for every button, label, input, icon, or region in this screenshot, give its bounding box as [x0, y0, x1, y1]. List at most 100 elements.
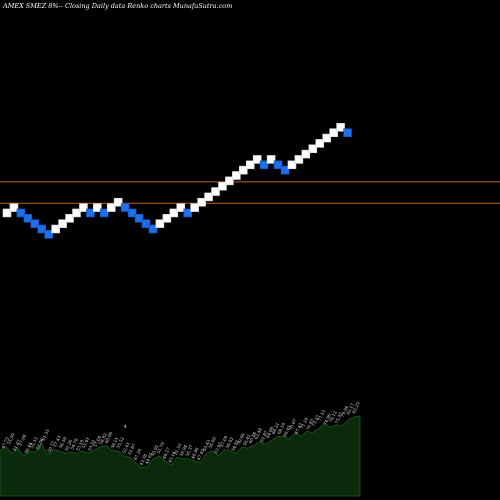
- renko-brick-10-up: [72, 208, 81, 218]
- renko-brick-15-up: [106, 203, 116, 212]
- renko-brick-34-up: [239, 165, 248, 175]
- renko-brick-21-down: [148, 224, 158, 234]
- volume-label-14: 55.81: [81, 436, 91, 449]
- volume-label-9: 57.43: [52, 435, 62, 448]
- renko-brick-19-down: [134, 214, 144, 223]
- volume-label-15: 53.32: [87, 439, 97, 452]
- renko-brick-37-down: [259, 160, 269, 170]
- volume-label-35: 55.43: [202, 439, 212, 452]
- volume-label-37: 53.97: [213, 441, 223, 454]
- volume-label-33: 48.98: [190, 446, 200, 459]
- volume-label-1: 55.59: [6, 432, 16, 445]
- renko-brick-24-up: [169, 208, 179, 218]
- renko-brick-40-down: [280, 165, 290, 175]
- renko-brick-28-up: [197, 197, 206, 207]
- renko-brick-42-up: [294, 155, 304, 164]
- volume-label-48: 68.18: [276, 422, 286, 435]
- renko-brick-32-up: [225, 176, 234, 186]
- volume-label-55: 77.12: [317, 409, 327, 422]
- volume-label-34: 47.82: [196, 448, 206, 461]
- volume-panel: [0, 415, 361, 497]
- volume-label-52: 71.19: [299, 416, 309, 429]
- volume-label-29: 45.14: [167, 450, 177, 463]
- volume-label-24: 43.38: [138, 453, 148, 466]
- volume-label-20: 55.52: [115, 436, 125, 449]
- volume-label-31: 50.94: [179, 444, 189, 457]
- volume-label-54: 73.57: [311, 414, 321, 427]
- renko-brick-38-up: [266, 155, 276, 164]
- volume-label-27: 51.79: [156, 441, 166, 454]
- volume-label-57: 76.12: [328, 410, 338, 423]
- renko-brick-29-up: [204, 192, 213, 202]
- renko-brick-0-up: [2, 208, 12, 218]
- volume-label-40: 54.81: [230, 439, 240, 452]
- renko-brick-8-up: [58, 219, 67, 228]
- volume-label-51: 67.42: [294, 422, 304, 435]
- volume-label-39: 56.82: [225, 436, 235, 449]
- volume-label-21: 52.41: [121, 441, 131, 454]
- volume-label-30: 51.33: [173, 442, 183, 455]
- volume-label-7: 61.35: [41, 428, 51, 441]
- renko-brick-12-down: [86, 208, 95, 218]
- volume-label-19: 56.21: [110, 436, 120, 449]
- volume-label-4: 50.44: [23, 441, 33, 454]
- renko-brick-4-down: [30, 219, 40, 228]
- renko-brick-48-up: [336, 123, 345, 132]
- renko-brick-35-up: [245, 160, 255, 170]
- renko-brick-22-up: [155, 219, 165, 228]
- renko-brick-26-down: [183, 208, 192, 218]
- volume-label-8: 50.77: [46, 440, 56, 453]
- volume-label-22: 51.87: [127, 442, 137, 455]
- reference-lines: [0, 181, 500, 204]
- renko-brick-16-up: [113, 197, 123, 207]
- renko-brick-41-up: [287, 160, 297, 170]
- renko-brick-47-up: [329, 128, 338, 137]
- renko-brick-43-up: [301, 149, 311, 159]
- volume-label-23: 47.26: [133, 448, 143, 461]
- volume-label-32: 50.37: [184, 444, 194, 457]
- volume-label-17: 58.82: [98, 432, 108, 445]
- volume-label-56: 74.96: [322, 413, 332, 426]
- renko-brick-18-down: [127, 208, 137, 218]
- volume-label-45: 61.87: [259, 429, 269, 442]
- volume-label-44: 63.48: [253, 427, 263, 440]
- volume-label-11: 52.26: [64, 439, 74, 452]
- volume-label-50: 70.67: [288, 418, 298, 431]
- renko-brick-14-down: [100, 208, 109, 218]
- renko-brick-9-up: [65, 214, 74, 223]
- volume-marker-0: 4: [124, 424, 127, 430]
- volume-label-28: 48.27: [161, 446, 171, 459]
- volume-label-12: 54.78: [69, 437, 79, 450]
- renko-brick-6-down: [44, 230, 54, 239]
- volume-label-26: 50.92: [150, 444, 160, 457]
- renko-brick-13-up: [93, 203, 102, 212]
- volume-label-3: 57.06: [18, 433, 28, 446]
- volume-label-41: 59.66: [236, 432, 246, 445]
- volume-label-2: 51.47: [12, 439, 22, 452]
- chart-title: AMEX SMEZ 8%-- Closing Daily data Renko …: [2, 2, 232, 10]
- volume-label-46: 64.68: [265, 426, 275, 439]
- volume-label-36: 56.89: [207, 436, 217, 449]
- volume-label-60: 82.17: [345, 402, 355, 415]
- renko-brick-33-up: [232, 171, 241, 180]
- volume-area: [0, 415, 361, 497]
- volume-label-53: 70.83: [305, 418, 315, 431]
- renko-bricks: [2, 123, 352, 239]
- volume-label-61: 82.23: [351, 401, 361, 414]
- renko-brick-36-up: [252, 155, 262, 164]
- volume-label-49: 66.43: [282, 424, 292, 437]
- renko-brick-46-up: [322, 133, 332, 143]
- volume-label-58: 75.57: [334, 411, 344, 424]
- volume-label-5: 55.53: [29, 436, 39, 449]
- volume-label-59: 79.94: [340, 405, 350, 418]
- renko-brick-3-down: [23, 214, 33, 223]
- volume-labels: 47.7355.5951.4757.0650.4455.5352.5661.35…: [0, 401, 360, 466]
- renko-brick-2-down: [16, 208, 26, 218]
- volume-label-25: 44.65: [144, 452, 154, 465]
- renko-brick-20-down: [141, 219, 151, 228]
- renko-brick-11-up: [79, 203, 88, 212]
- renko-brick-23-up: [162, 214, 172, 223]
- volume-label-10: 56.59: [58, 436, 68, 449]
- renko-brick-31-up: [218, 181, 227, 191]
